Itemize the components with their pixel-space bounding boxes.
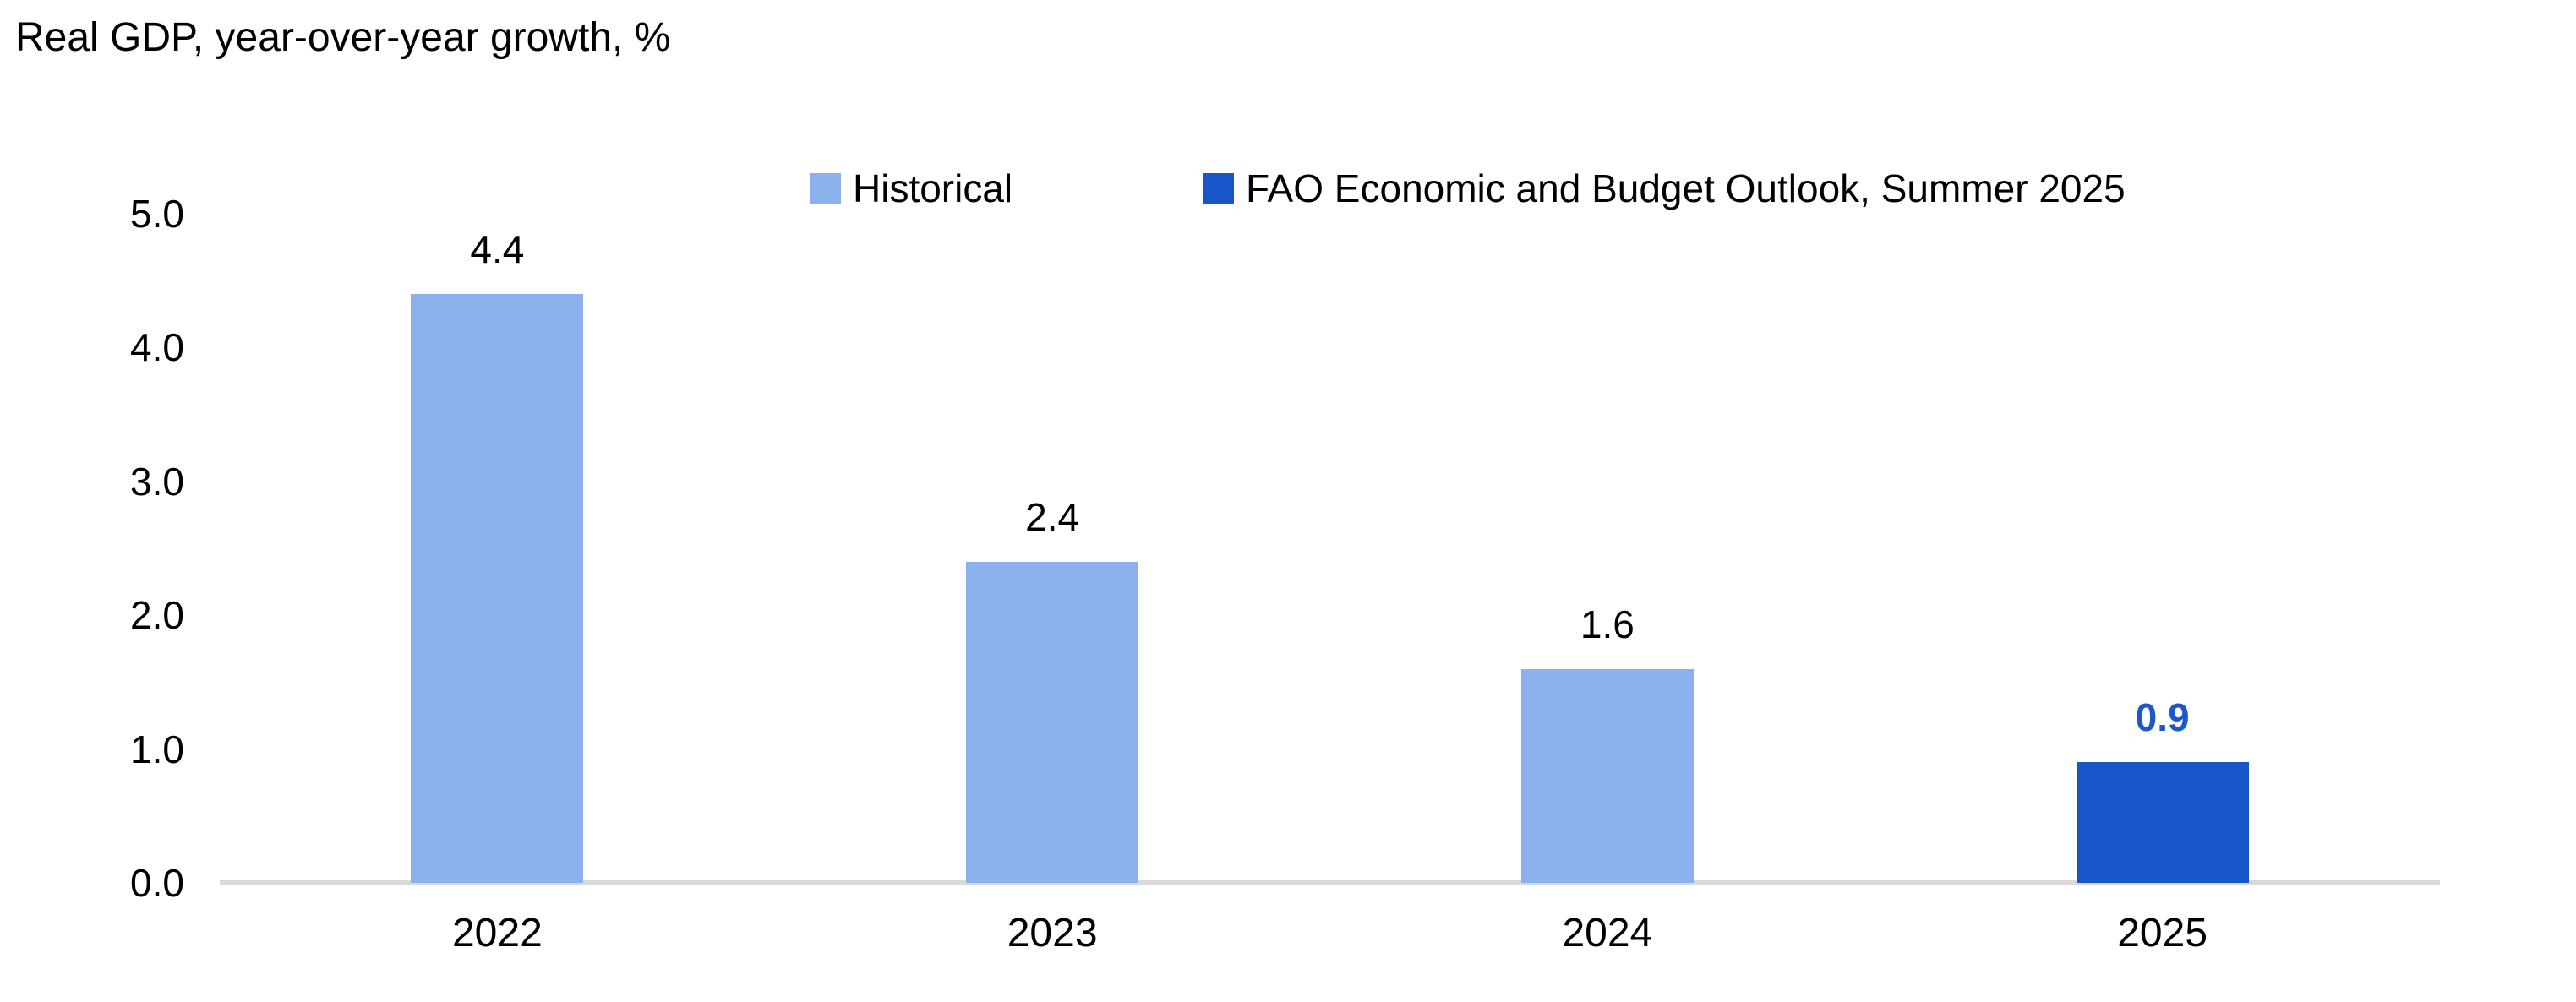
x-tick-label-2022: 2022 [451,911,543,956]
legend-item-forecast: FAO Economic and Budget Outlook, Summer … [1203,166,2126,210]
bar-value-label-2024: 1.6 [1580,602,1635,646]
bar-2023 [966,561,1139,883]
legend-label-historical: Historical [853,166,1013,210]
legend-label-forecast: FAO Economic and Budget Outlook, Summer … [1246,166,2126,210]
bar-value-label-2025: 0.9 [2135,695,2190,740]
x-tick-label-2024: 2024 [1562,911,1653,956]
bar-slot-2022: 4.4 2022 [220,214,775,954]
bar-slot-2023: 2.4 2023 [775,214,1330,954]
bar-slot-2024: 1.6 2024 [1330,214,1886,954]
bars-container: 4.4 2022 2.4 2023 1.6 2024 0.9 2025 [220,214,2440,954]
bar-value-label-2023: 2.4 [1025,494,1080,539]
bar-2022 [411,294,584,883]
x-axis-line [220,880,2440,885]
y-tick-label-4.0: 4.0 [130,325,184,370]
chart-title: Real GDP, year-over-year growth, % [15,15,671,60]
y-tick-label-0.0: 0.0 [130,861,184,905]
x-tick-label-2025: 2025 [2117,911,2208,956]
bar-value-label-2022: 4.4 [470,227,525,272]
x-tick-label-2023: 2023 [1007,911,1098,956]
y-tick-label-2.0: 2.0 [130,593,184,638]
y-tick-label-1.0: 1.0 [130,727,184,771]
plot-area: 4.4 2022 2.4 2023 1.6 2024 0.9 2025 [220,214,2440,954]
legend-item-historical: Historical [810,166,1013,210]
bar-2024 [1520,668,1694,883]
y-tick-label-5.0: 5.0 [130,192,184,236]
legend-swatch-forecast-icon [1203,172,1234,204]
bar-2025 [2076,762,2249,883]
bar-slot-2025: 0.9 2025 [1885,214,2440,954]
y-tick-label-3.0: 3.0 [130,459,184,504]
y-axis: 5.0 4.0 3.0 2.0 1.0 0.0 [0,194,184,902]
legend-swatch-historical-icon [810,172,841,204]
